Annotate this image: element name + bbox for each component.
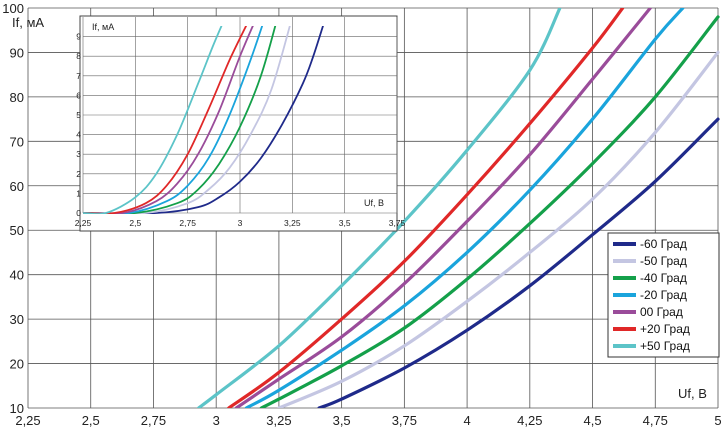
main-series-line-4 — [234, 8, 652, 408]
main-y-tick: 50 — [10, 223, 24, 238]
inset-series-line-5 — [83, 26, 248, 214]
legend-label: -60 Град — [640, 237, 687, 251]
inset-x-tick: 3,75 — [389, 218, 406, 228]
main-x-tick: 4,75 — [643, 413, 668, 428]
inset-x-tick: 3,25 — [284, 218, 301, 228]
main-x-tick: 3 — [213, 413, 220, 428]
legend-label: 00 Град — [640, 305, 683, 319]
inset-x-tick: 3,5 — [339, 218, 351, 228]
main-series-line-3 — [244, 8, 685, 408]
inset-series-line-2 — [83, 26, 277, 214]
legend-label: -40 Град — [640, 271, 687, 285]
inset-series — [83, 26, 324, 214]
main-y-tick: 30 — [10, 312, 24, 327]
main-x-tick: 2,75 — [141, 413, 166, 428]
main-series-line-2 — [259, 15, 720, 408]
main-x-tick: 3,25 — [266, 413, 291, 428]
inset-y-tick: 9 — [76, 32, 81, 42]
inset-y-tick: 1 — [76, 188, 81, 198]
inset-x-tick: 3 — [238, 218, 243, 228]
main-series — [197, 8, 720, 408]
inset-series-line-1 — [83, 26, 291, 214]
legend-label: -20 Град — [640, 288, 687, 302]
inset-series-line-0 — [83, 26, 324, 214]
inset-y-tick: 6 — [76, 90, 81, 100]
legend-label: +20 Град — [640, 322, 690, 336]
inset-y-axis-label: If, мА — [92, 22, 114, 32]
inset-chart: 2,25 2,5 2,75 3 3,25 3,5 3,75 0 1 2 3 4 5 6 7 8 9 If, мА… — [75, 15, 406, 232]
main-x-tick: 2,25 — [15, 413, 40, 428]
inset-y-tick: 8 — [76, 51, 81, 61]
main-y-tick: 20 — [10, 357, 24, 372]
main-y-tick: 70 — [10, 134, 24, 149]
main-y-tick: 60 — [10, 179, 24, 194]
legend-label: -50 Град — [640, 254, 687, 268]
inset-background — [79, 15, 398, 232]
inset-series-line-3 — [83, 26, 264, 214]
inset-y-tick: 0 — [76, 208, 81, 218]
inset-x-tick: 2,25 — [75, 218, 92, 228]
inset-y-tick: 2 — [76, 169, 81, 179]
main-y-tick: 40 — [10, 268, 24, 283]
inset-x-tick: 2,75 — [179, 218, 196, 228]
main-series-line-6 — [197, 8, 562, 408]
main-x-tick: 2,5 — [82, 413, 100, 428]
inset-y-tick: 4 — [76, 130, 81, 140]
main-x-tick: 4 — [463, 413, 470, 428]
main-y-tick: 80 — [10, 90, 24, 105]
legend: -60 Град -50 Град -40 Град -20 Град 00 Град +… — [607, 232, 720, 358]
inset-y-tick: 7 — [76, 71, 81, 81]
inset-series-line-4 — [83, 26, 254, 214]
main-x-tick: 4,25 — [517, 413, 542, 428]
main-y-axis-label: If, мА — [12, 15, 44, 30]
main-x-tick: 3,5 — [333, 413, 351, 428]
inset-y-tick: 5 — [76, 110, 81, 120]
main-x-tick: 5 — [714, 413, 721, 428]
main-series-line-5 — [227, 8, 625, 408]
inset-y-tick: 3 — [76, 149, 81, 159]
inset-x-axis-label: Uf, В — [364, 198, 384, 208]
inset-x-tick: 2,5 — [129, 218, 141, 228]
main-series-line-0 — [317, 117, 720, 408]
inset-series-line-6 — [83, 26, 223, 214]
main-x-tick: 4,5 — [584, 413, 602, 428]
main-y-tick: 10 — [10, 401, 24, 416]
inset-tick-labels: 2,25 2,5 2,75 3 3,25 3,5 3,75 0 1 2 3 4 5 6 7 8 9 — [75, 32, 406, 228]
legend-label: +50 Град — [640, 339, 690, 353]
main-y-tick: 90 — [10, 45, 24, 60]
main-x-axis-label: Uf, В — [678, 386, 707, 401]
main-y-tick: 100 — [2, 1, 24, 16]
main-x-tick: 3,75 — [392, 413, 417, 428]
main-series-line-1 — [277, 50, 720, 408]
